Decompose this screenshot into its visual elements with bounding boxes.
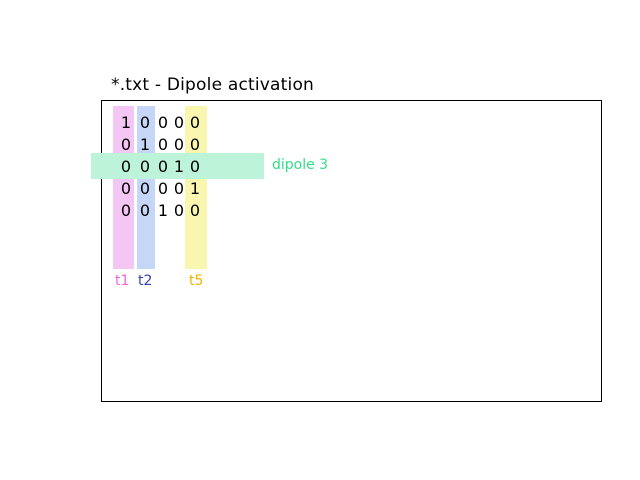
- column-band-t2: [137, 106, 155, 269]
- matrix-cell-r3-c5: 0: [189, 157, 201, 176]
- matrix-cell-r1-c1: 1: [120, 113, 132, 132]
- column-label-t2: t2: [138, 273, 153, 289]
- matrix-frame: [101, 100, 602, 402]
- matrix-cell-r3-c4: 1: [173, 157, 185, 176]
- matrix-cell-r3-c2: 0: [139, 157, 151, 176]
- matrix-cell-r5-c2: 0: [139, 201, 151, 220]
- column-label-t5: t5: [189, 273, 204, 289]
- matrix-cell-r4-c4: 0: [173, 179, 185, 198]
- matrix-cell-r2-c5: 0: [189, 135, 201, 154]
- matrix-cell-r3-c3: 0: [157, 157, 169, 176]
- matrix-cell-r1-c2: 0: [139, 113, 151, 132]
- column-label-t1: t1: [115, 273, 130, 289]
- row-label-dipole-3: dipole 3: [272, 157, 329, 173]
- matrix-cell-r2-c4: 0: [173, 135, 185, 154]
- matrix-cell-r3-c1: 0: [120, 157, 132, 176]
- matrix-cell-r5-c1: 0: [120, 201, 132, 220]
- matrix-cell-r4-c3: 0: [157, 179, 169, 198]
- matrix-cell-r2-c2: 1: [139, 135, 151, 154]
- matrix-cell-r5-c3: 1: [157, 201, 169, 220]
- matrix-cell-r2-c1: 0: [120, 135, 132, 154]
- matrix-cell-r1-c5: 0: [189, 113, 201, 132]
- matrix-cell-r2-c3: 0: [157, 135, 169, 154]
- column-band-t1: [113, 106, 134, 269]
- matrix-cell-r4-c5: 1: [189, 179, 201, 198]
- column-band-t5: [185, 106, 207, 269]
- row-band-dipole-3: [91, 153, 264, 179]
- matrix-cell-r1-c3: 0: [157, 113, 169, 132]
- figure-title: *.txt - Dipole activation: [111, 75, 315, 95]
- matrix-cell-r1-c4: 0: [173, 113, 185, 132]
- matrix-cell-r4-c1: 0: [120, 179, 132, 198]
- matrix-cell-r4-c2: 0: [139, 179, 151, 198]
- matrix-cell-r5-c5: 0: [189, 201, 201, 220]
- matrix-cell-r5-c4: 0: [173, 201, 185, 220]
